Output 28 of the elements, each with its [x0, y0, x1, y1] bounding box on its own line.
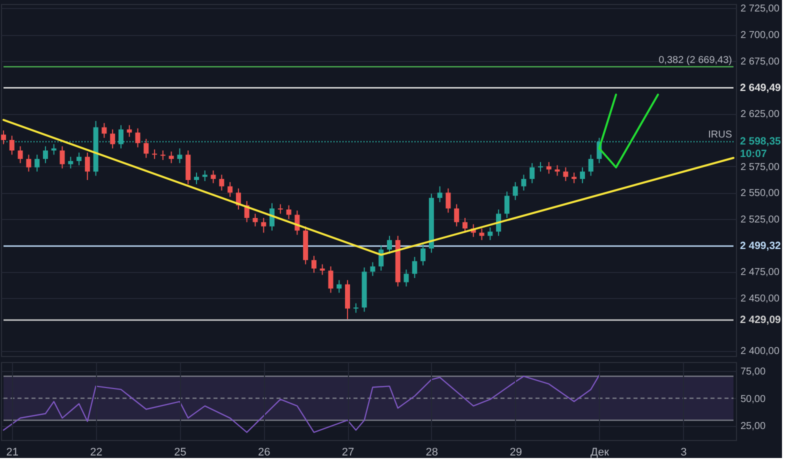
- x-tick-label: 22: [90, 446, 102, 458]
- y-tick-label: 2 625,00: [740, 109, 780, 120]
- y-tick-label: 2 450,00: [740, 294, 780, 305]
- ref-line-label: 2 598,35 10:07: [740, 136, 782, 160]
- annotation: IRUS: [708, 130, 732, 141]
- x-tick-label: Дек: [590, 446, 610, 458]
- y-tick-label: 25,00: [740, 421, 766, 432]
- y-tick-label: 75,00: [740, 366, 766, 378]
- y-tick-label: 50,00: [740, 394, 766, 405]
- ref-line-label: 2 649,49: [740, 82, 782, 94]
- x-tick-label: 29: [510, 446, 522, 458]
- y-tick-label: 2 700,00: [740, 30, 780, 42]
- ref-line-label: 2 429,09: [740, 314, 782, 326]
- annotation: 0,382 (2 669,43): [658, 54, 732, 66]
- y-tick-label: 2 400,00: [740, 346, 780, 358]
- y-tick-label: 2 725,00: [740, 4, 780, 15]
- x-tick-label: 3: [680, 446, 687, 458]
- ref-line-label: 2 499,32: [740, 240, 782, 252]
- y-tick-label: 2 575,00: [740, 162, 780, 173]
- x-tick-label: 25: [174, 446, 186, 458]
- y-tick-label: 2 675,00: [740, 56, 780, 68]
- y-tick-label: 2 475,00: [740, 267, 780, 278]
- x-tick-label: 27: [342, 446, 354, 458]
- y-tick-label: 2 525,00: [740, 214, 780, 226]
- x-tick-label: 28: [426, 446, 438, 458]
- x-tick-label: 21: [6, 446, 19, 458]
- y-tick-label: 2 550,00: [740, 188, 780, 200]
- x-tick-label: 26: [258, 446, 270, 458]
